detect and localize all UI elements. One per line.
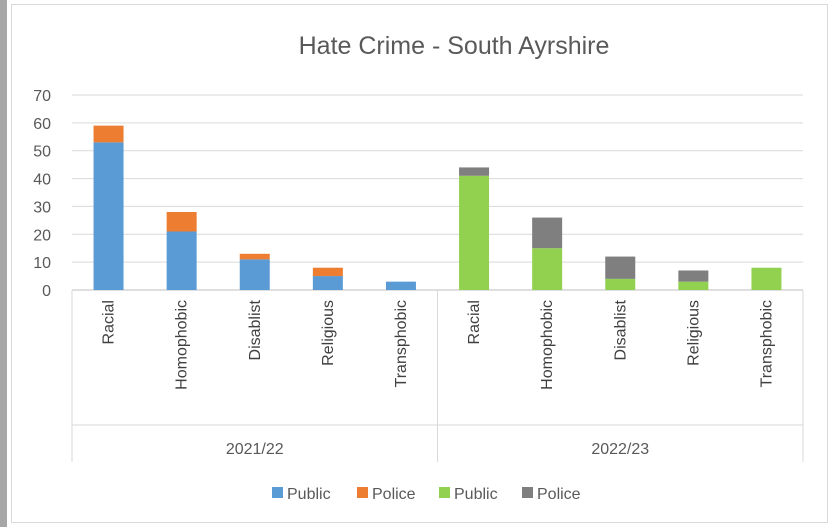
legend-label: Police xyxy=(537,486,581,503)
y-tick-label: 70 xyxy=(33,88,51,105)
category-label: Disablist xyxy=(612,299,629,360)
category-label: Transphobic xyxy=(758,300,775,387)
bar-public xyxy=(532,248,563,290)
category-label: Disablist xyxy=(247,299,264,360)
bar-police xyxy=(312,267,343,277)
left-edge-bar xyxy=(0,0,7,527)
chart-title: Hate Crime - South Ayrshire xyxy=(299,32,610,60)
y-tick-label: 50 xyxy=(33,144,51,161)
bar-public xyxy=(678,281,709,290)
bar-public xyxy=(312,276,343,290)
bar-police xyxy=(459,167,490,176)
category-label: Religious xyxy=(685,300,702,366)
y-tick-label: 30 xyxy=(33,199,51,216)
bar-public xyxy=(93,142,124,290)
bar-public xyxy=(605,278,636,290)
bar-public xyxy=(385,281,416,290)
legend-swatch xyxy=(522,487,533,498)
category-label: Homophobic xyxy=(174,300,191,390)
bar-police xyxy=(166,212,197,232)
bar-public xyxy=(751,267,782,290)
bars xyxy=(93,125,782,290)
legend-swatch xyxy=(439,487,450,498)
group-label: 2021/22 xyxy=(226,441,284,458)
legend-label: Public xyxy=(287,486,331,503)
bar-public xyxy=(459,175,490,290)
category-label: Transphobic xyxy=(393,300,410,387)
y-tick-label: 40 xyxy=(33,172,51,189)
group-label: 2022/23 xyxy=(591,441,649,458)
y-axis-ticks: 0 10 20 30 40 50 60 70 xyxy=(33,88,51,300)
legend: Public Police Public Police xyxy=(272,486,581,503)
legend-swatch xyxy=(272,487,283,498)
y-tick-label: 10 xyxy=(33,255,51,272)
category-label: Homophobic xyxy=(539,300,556,390)
category-label: Racial xyxy=(101,300,118,344)
y-tick-label: 0 xyxy=(42,283,51,300)
bar-police xyxy=(605,256,636,279)
category-label: Religious xyxy=(320,300,337,366)
y-tick-label: 20 xyxy=(33,227,51,244)
gridlines xyxy=(72,94,803,263)
bar-police xyxy=(532,217,563,249)
bar-public xyxy=(166,231,197,290)
category-label: Racial xyxy=(466,300,483,344)
legend-swatch xyxy=(357,487,368,498)
legend-label: Police xyxy=(372,486,416,503)
legend-label: Public xyxy=(454,486,498,503)
bar-police xyxy=(93,125,124,143)
bar-police xyxy=(678,270,709,282)
chart-area xyxy=(11,4,828,523)
bar-public xyxy=(239,259,270,290)
group-labels: 2021/22 2022/23 xyxy=(226,441,649,458)
y-tick-label: 60 xyxy=(33,116,51,133)
category-labels: Racial Homophobic Disablist Religious Transp… xyxy=(101,299,776,389)
bar-police xyxy=(239,253,270,260)
